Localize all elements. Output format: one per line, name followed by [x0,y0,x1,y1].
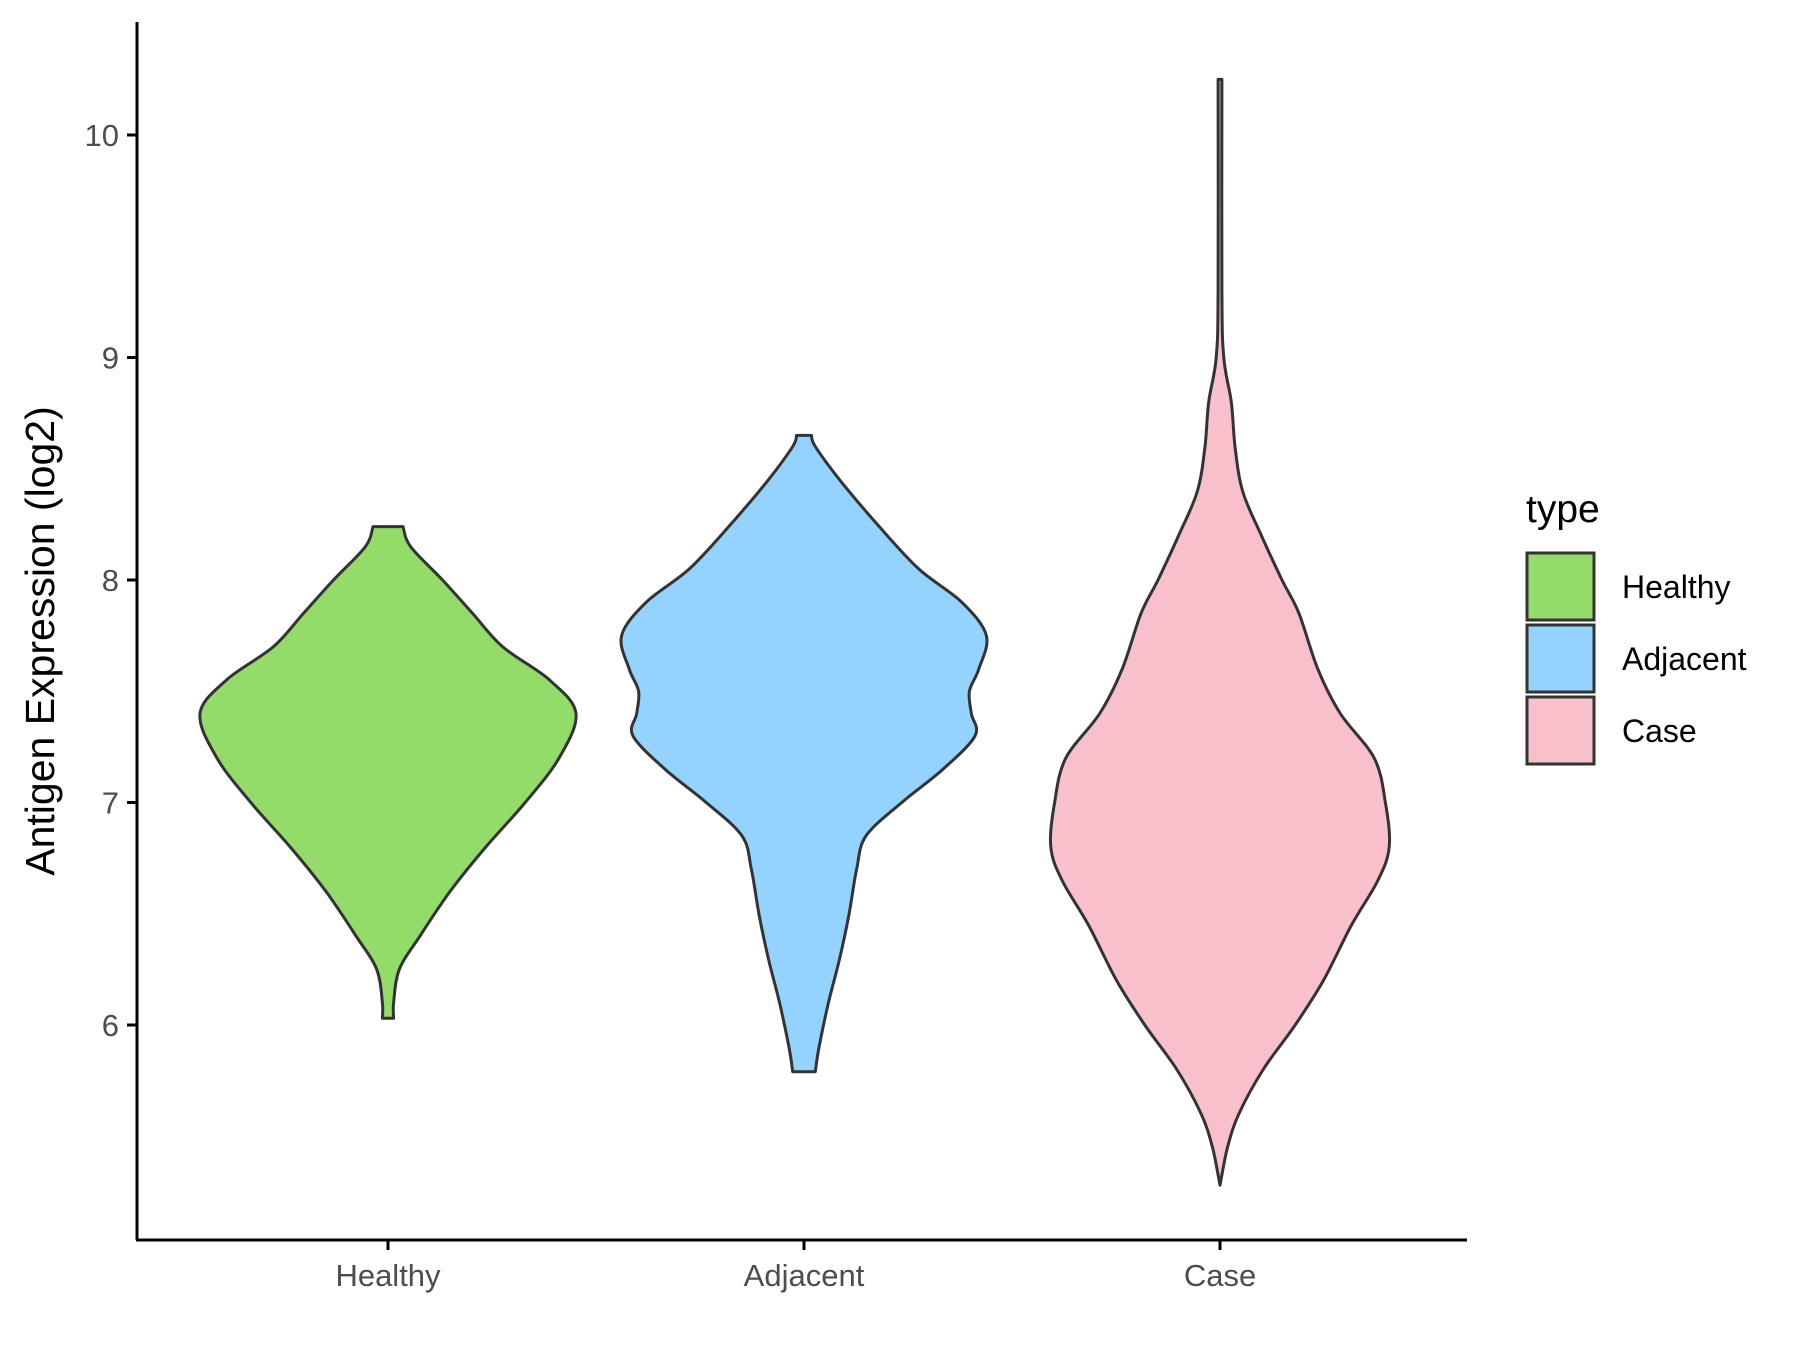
y-tick-label: 9 [102,341,119,376]
legend-swatch-case [1525,695,1596,766]
y-axis-ticks: 6 7 8 9 10 [85,118,137,1043]
legend-label-case: Case [1622,713,1697,749]
y-tick-label: 7 [102,786,119,821]
violin-healthy [198,525,578,1020]
legend-items: Healthy Adjacent Case [1525,551,1747,766]
x-axis-ticks: Healthy Adjacent Case [335,1240,1256,1293]
y-tick-label: 10 [85,118,119,153]
violin-case [1048,77,1392,1187]
x-tick-label: Case [1184,1258,1256,1293]
x-tick-label: Healthy [335,1258,441,1293]
y-tick-label: 8 [102,563,119,598]
axes: 6 7 8 9 10 Healthy Adjacent Case [85,22,1467,1293]
legend-swatch-adjacent [1525,623,1596,694]
violin-adjacent [619,433,989,1074]
legend-swatch-healthy [1525,551,1596,622]
y-tick-label: 6 [102,1008,119,1043]
legend-label-healthy: Healthy [1622,569,1731,605]
legend-title: type [1526,488,1600,531]
legend-label-adjacent: Adjacent [1622,641,1747,677]
legend: type Healthy Adjacent Case [1525,488,1747,766]
plot-area [198,77,1392,1187]
x-tick-label: Adjacent [744,1258,865,1293]
y-axis-title: Antigen Expression (log2) [17,406,63,875]
